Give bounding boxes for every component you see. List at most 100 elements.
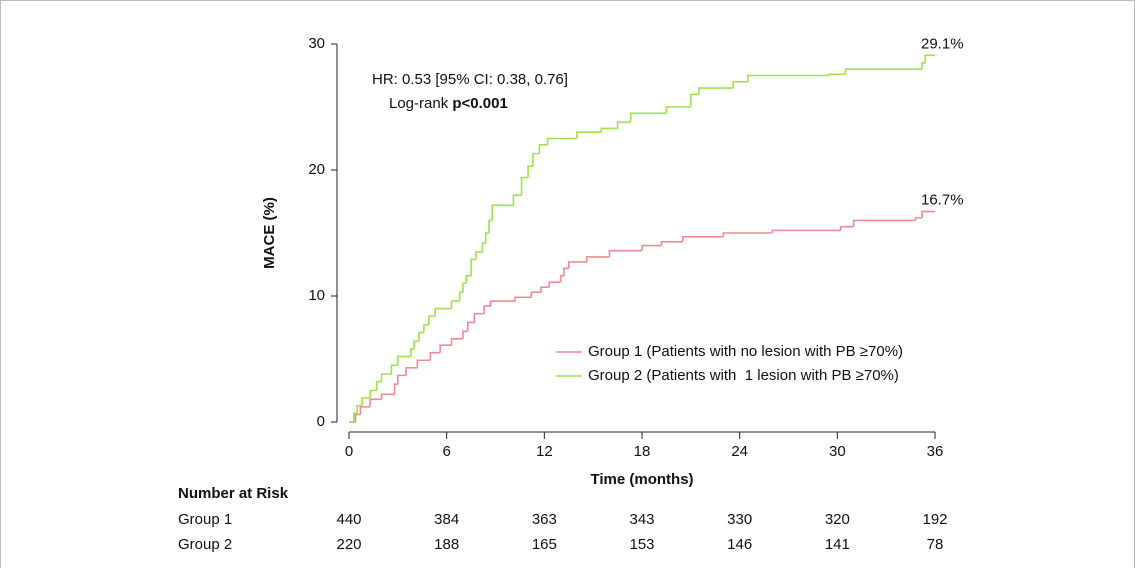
step-segment [722,232,773,237]
legend-label: Group 1 (Patients with no lesion with PB… [588,343,903,360]
step-segment [914,217,922,221]
risk-value: 363 [532,511,557,528]
step-segment [690,93,699,107]
step-segment [839,225,854,231]
step-segment [660,241,683,246]
risk-value: 146 [727,536,752,553]
step-segment [559,275,564,283]
step-segment [450,300,460,309]
step-segment [397,374,406,385]
end-label: 29.1% [921,35,964,52]
step-segment [576,131,602,139]
risk-row-name: Group 2 [178,536,232,553]
step-segment [418,331,424,342]
step-segment [538,144,548,154]
step-segment [359,406,371,415]
step-segment [641,244,662,251]
p-value: p<0.001 [452,95,507,112]
risk-value: 384 [434,511,459,528]
step-segment [380,393,395,400]
step-segment [397,355,411,366]
step-segment [548,281,561,288]
step-segment [465,275,472,284]
step-segment [481,242,486,252]
logrank-text: Log-rank [389,95,449,112]
step-segment [491,204,514,221]
step-segment [458,291,463,302]
step-segment [410,348,415,357]
step-segment [353,412,358,422]
risk-table-title: Number at Risk [178,485,289,502]
legend-label: Group 2 (Patients with 1 lesion with PB … [588,367,899,384]
step-segment [462,330,468,339]
logrank-annotation: Log-rank p<0.001 [389,95,508,112]
step-segment [413,340,419,349]
step-segment [732,81,748,89]
y-tick-label: 10 [308,287,325,304]
step-segment [520,176,529,196]
step-segment [427,315,436,325]
step-segment [488,219,493,233]
step-segment [530,291,542,298]
x-tick-label: 18 [634,443,651,460]
y-tick-label: 0 [317,413,325,430]
step-segment [470,258,476,276]
step-segment [375,380,382,391]
step-segment [546,137,577,145]
step-segment [450,338,463,346]
x-tick-label: 24 [731,443,748,460]
step-segment [439,344,452,353]
step-segment [771,229,841,233]
risk-value: 165 [532,536,557,553]
step-segment [354,413,361,422]
risk-value: 153 [629,536,654,553]
x-axis-label: Time (months) [590,471,693,488]
risk-value: 192 [922,511,947,528]
x-tick-label: 12 [536,443,553,460]
step-segment [698,87,734,95]
step-segment [921,62,926,70]
risk-value: 78 [927,536,944,553]
risk-value: 320 [825,511,850,528]
step-segment [475,251,483,260]
step-segment [423,324,429,333]
x-tick-label: 36 [927,443,944,460]
hr-annotation: HR: 0.53 [95% CI: 0.38, 0.76] [372,71,568,88]
step-segment [665,106,691,114]
step-segment [390,364,398,375]
step-segment [514,296,532,302]
step-segment [844,68,922,75]
step-segment [616,121,631,129]
risk-value: 343 [629,511,654,528]
step-segment [434,307,452,317]
risk-value: 330 [727,511,752,528]
x-tick-label: 6 [442,443,450,460]
y-axis-label: MACE (%) [261,197,278,269]
step-segment [429,351,441,361]
y-tick-label: 20 [308,161,325,178]
step-segment [416,359,431,368]
step-segment [512,194,522,206]
step-segment [356,404,363,414]
step-segment [369,398,382,407]
step-segment [921,210,935,218]
step-segment [540,286,550,293]
step-segment [608,249,642,257]
risk-value: 188 [434,536,459,553]
step-segment [489,300,516,307]
risk-value: 141 [825,536,850,553]
step-segment [527,165,533,178]
step-segment [563,267,569,276]
end-label: 16.7% [921,192,964,209]
step-segment [585,256,610,262]
step-segment [600,127,618,133]
step-segment [473,312,485,323]
step-segment [405,367,418,376]
step-segment [361,397,371,406]
y-tick-label: 30 [308,35,325,52]
step-segment [629,112,667,123]
step-segment [483,305,491,314]
x-tick-label: 30 [829,443,846,460]
risk-value: 220 [336,536,361,553]
